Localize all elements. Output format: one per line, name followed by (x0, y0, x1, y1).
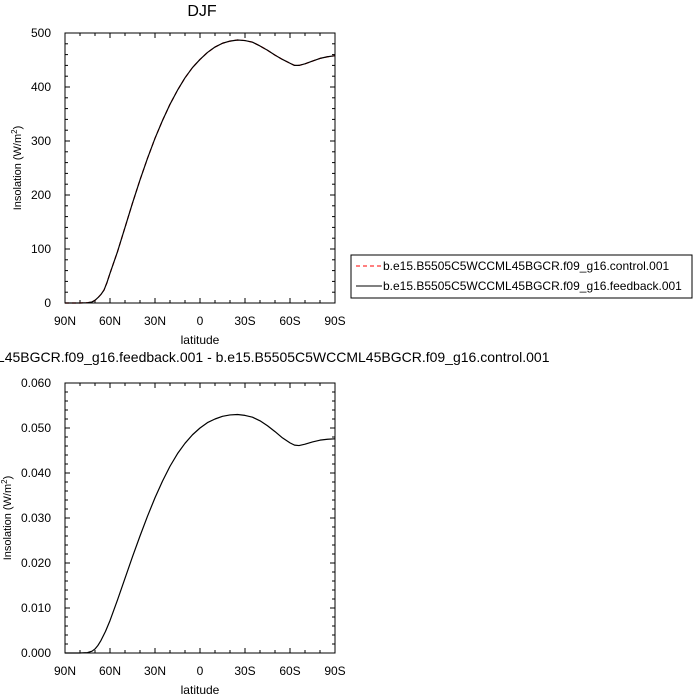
top-plot-frame (64, 32, 336, 304)
bottom-x-tick-label: 0 (197, 664, 204, 678)
top-x-tick-label: 30S (234, 314, 255, 328)
legend-item-feedback: b.e15.B5505C5WCCML45BGCR.f09_g16.feedbac… (356, 279, 682, 293)
top-y-tick-label: 300 (31, 134, 51, 148)
bottom-plot-frame (64, 382, 336, 654)
bottom-x-tick-label: 30N (144, 664, 166, 678)
top-y-tick-label: 400 (31, 80, 51, 94)
top-y-tick-label: 200 (31, 188, 51, 202)
bottom-x-tick-label: 90S (324, 664, 345, 678)
top-x-tick-label: 30N (144, 314, 166, 328)
top-y-tick-label: 100 (31, 242, 51, 256)
legend-box (350, 254, 693, 299)
top-y-tick-label: 500 (31, 26, 51, 40)
legend-item-control: b.e15.B5505C5WCCML45BGCR.f09_g16.control… (356, 259, 669, 273)
top-panel: DJF 90N 60N 30N 0 30S 60S 90S0100200300400500 … (10, 3, 346, 347)
top-x-tick-label: 60N (99, 314, 121, 328)
bottom-y-tick-label: 0.010 (21, 601, 51, 615)
y-label-tail: ) (2, 476, 14, 480)
bottom-ticks (64, 382, 336, 654)
bottom-series (65, 413, 336, 654)
legend-label-control: b.e15.B5505C5WCCML45BGCR.f09_g16.control… (383, 259, 669, 273)
bottom-x-tick-label: 90N (54, 664, 76, 678)
bottom-x-tick-label: 60S (279, 664, 300, 678)
superscript-two: 2 (0, 479, 9, 484)
bottom-y-tick-label: 0.060 (21, 376, 51, 390)
legend: b.e15.B5505C5WCCML45BGCR.f09_g16.control… (350, 254, 693, 299)
legend-label-feedback: b.e15.B5505C5WCCML45BGCR.f09_g16.feedbac… (383, 279, 682, 293)
top-y-tick-label: 0 (44, 296, 51, 310)
bottom-y-tick-label: 0.030 (21, 511, 51, 525)
top-y-axis-label: Insolation (W/m2) (10, 126, 24, 211)
bottom-chart-title: b.e15.B5505C5WCCML45BGCR.f09_g16.feedbac… (0, 349, 550, 365)
top-tick-labels: 90N 60N 30N 0 30S 60S 90S 0 100 200 300 400 500 (31, 26, 346, 328)
bottom-y-tick-label: 0.050 (21, 421, 51, 435)
bottom-x-axis-label: latitude (181, 683, 220, 697)
top-x-tick-label: 60S (279, 314, 300, 328)
top-series (65, 39, 336, 304)
superscript-two: 2 (10, 129, 19, 134)
top-x-tick-label: 0 (197, 314, 204, 328)
y-label-tail: ) (12, 126, 24, 130)
top-x-tick-label: 90S (324, 314, 345, 328)
top-chart-title: DJF (187, 3, 217, 20)
bottom-series-line-0 (65, 413, 336, 654)
bottom-y-tick-label: 0.020 (21, 556, 51, 570)
top-series-line-1 (65, 39, 336, 304)
bottom-tick-labels: 90N 60N 30N 0 30S 60S 90S 0.000 0.010 0.020 0.030 0… (21, 376, 346, 678)
top-x-tick-label: 90N (54, 314, 76, 328)
top-x-axis-label: latitude (181, 333, 220, 347)
bottom-y-axis-label: Insolation (W/m2) (0, 476, 14, 561)
bottom-y-tick-label: 0.000 (21, 646, 51, 660)
bottom-y-tick-label: 0.040 (21, 466, 51, 480)
bottom-x-tick-label: 30S (234, 664, 255, 678)
top-series-line-0 (65, 39, 336, 304)
bottom-x-tick-label: 60N (99, 664, 121, 678)
top-ticks (64, 32, 336, 304)
bottom-panel: b.e15.B5505C5WCCML45BGCR.f09_g16.feedbac… (0, 349, 550, 697)
